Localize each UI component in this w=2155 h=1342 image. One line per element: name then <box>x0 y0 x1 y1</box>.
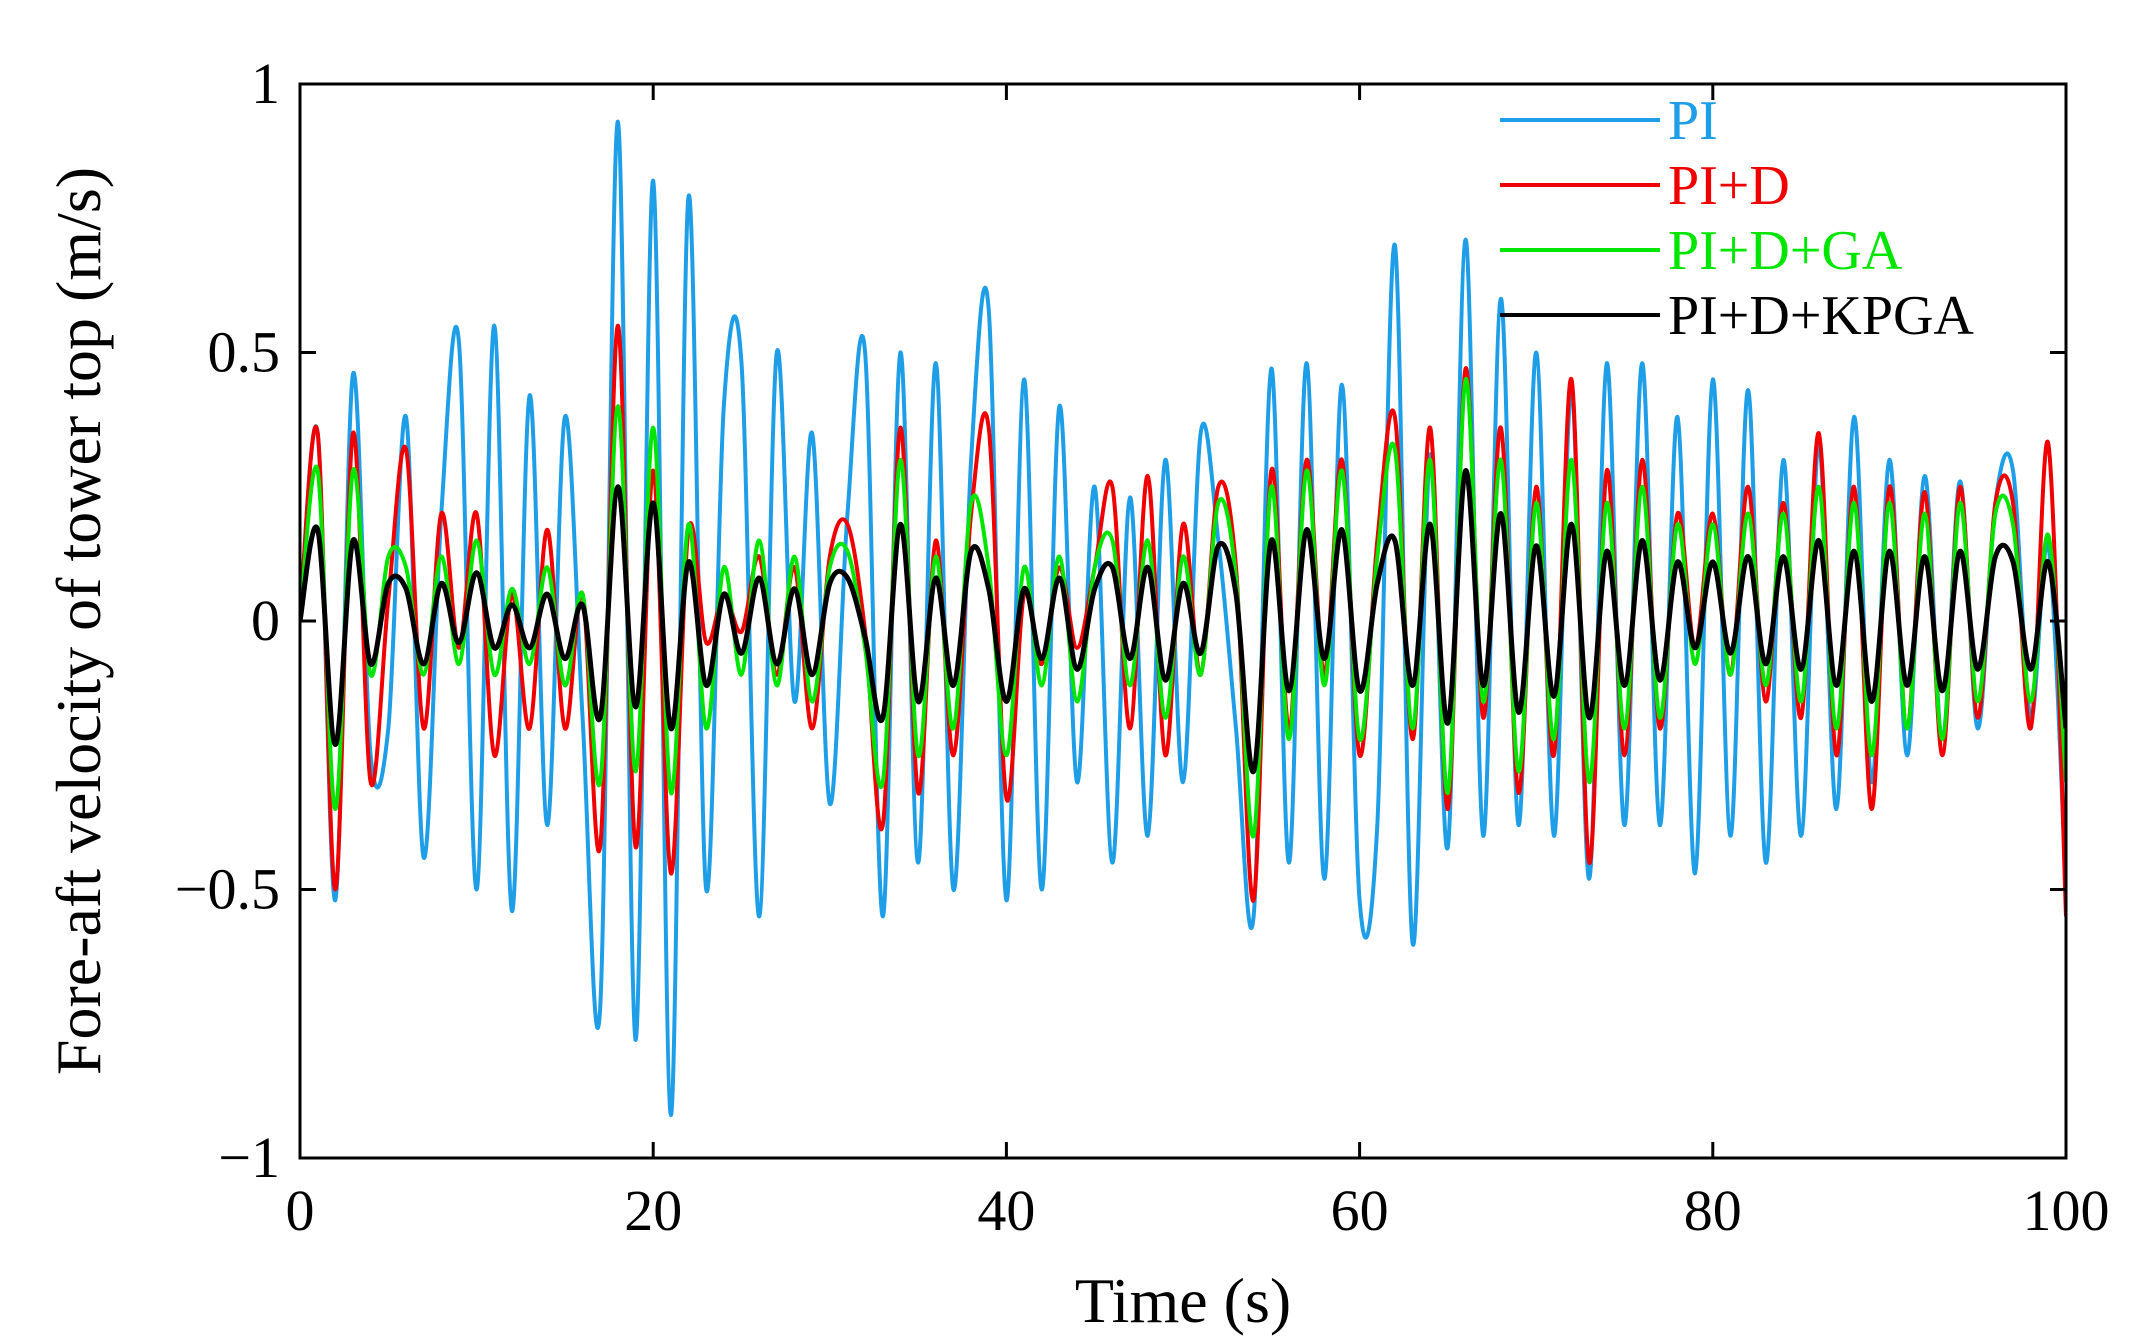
legend-label-pi-d-ga: PI+D+GA <box>1668 220 1903 282</box>
series-layer <box>300 119 2066 1118</box>
x-tick-label: 40 <box>977 1178 1035 1243</box>
y-tick-label: 0.5 <box>208 320 281 385</box>
y-tick-label: −0.5 <box>175 857 280 922</box>
ticks-layer: 0 20 40 60 80 100 −1 −0.5 0 0.5 1 <box>175 51 2110 1243</box>
x-tick-label: 100 <box>2023 1178 2110 1243</box>
series-line-pi-d-kpga <box>300 468 2066 774</box>
legend-label-pi-d-kpga: PI+D+KPGA <box>1668 285 1974 347</box>
y-tick-label: 0 <box>251 588 280 653</box>
legend-label-pi: PI <box>1668 90 1718 152</box>
x-tick-label: 20 <box>624 1178 682 1243</box>
series-line-pi <box>300 119 2066 1118</box>
y-tick-label: 1 <box>251 51 280 116</box>
x-tick-label: 0 <box>286 1178 315 1243</box>
legend-label-pi-d: PI+D <box>1668 155 1790 217</box>
x-tick-label: 60 <box>1331 1178 1389 1243</box>
x-axis-title: Time (s) <box>1075 1265 1291 1336</box>
y-tick-label: −1 <box>218 1125 280 1190</box>
x-tick-label: 80 <box>1684 1178 1742 1243</box>
y-axis-title: Fore-aft velocity of tower top (m/s) <box>43 167 114 1075</box>
